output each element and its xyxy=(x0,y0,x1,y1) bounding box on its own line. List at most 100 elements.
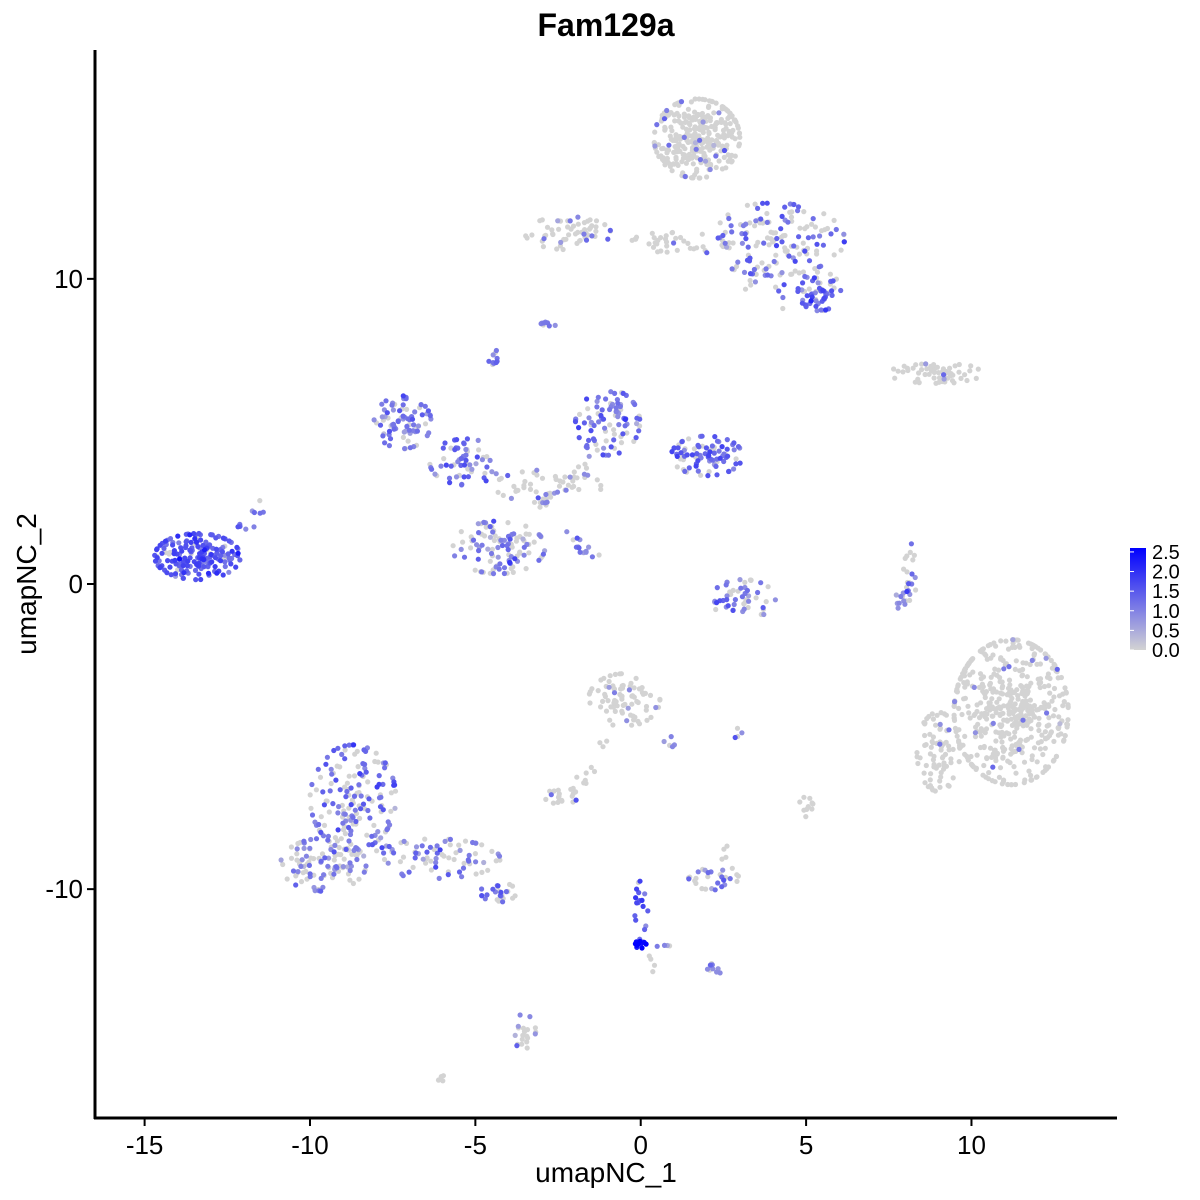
data-point xyxy=(717,970,723,976)
data-point xyxy=(313,836,320,842)
data-point xyxy=(799,300,806,306)
data-point xyxy=(970,656,976,662)
data-point xyxy=(1037,746,1043,752)
data-point xyxy=(381,850,387,856)
data-point xyxy=(496,853,503,859)
data-point xyxy=(703,445,710,451)
data-point xyxy=(693,463,699,469)
data-point xyxy=(993,758,999,764)
data-point xyxy=(1008,702,1014,708)
data-point xyxy=(251,509,257,516)
data-point xyxy=(1023,703,1029,709)
data-point xyxy=(1039,732,1045,738)
data-point xyxy=(1063,689,1069,695)
data-point xyxy=(573,797,579,803)
data-point xyxy=(157,542,163,548)
data-point xyxy=(802,248,808,254)
data-point xyxy=(198,576,204,583)
data-point xyxy=(998,638,1004,644)
data-point xyxy=(468,545,474,551)
data-point xyxy=(461,462,468,468)
x-tick-label: 0 xyxy=(633,1130,647,1160)
data-point xyxy=(469,466,475,472)
data-point xyxy=(941,376,947,382)
data-point xyxy=(195,543,201,550)
data-point xyxy=(1027,697,1033,703)
data-point xyxy=(440,445,446,451)
data-point xyxy=(375,759,381,765)
data-point xyxy=(586,544,592,550)
data-point xyxy=(479,457,485,463)
data-point xyxy=(946,727,952,733)
data-point xyxy=(683,160,690,166)
data-point xyxy=(1017,668,1023,674)
data-point xyxy=(601,675,607,681)
data-point xyxy=(342,756,348,762)
data-point xyxy=(325,863,331,869)
data-point xyxy=(288,844,294,850)
data-point xyxy=(998,690,1004,696)
data-point xyxy=(951,717,958,724)
data-point xyxy=(313,787,319,793)
data-point xyxy=(410,428,416,434)
data-point xyxy=(369,842,375,848)
data-point xyxy=(303,853,309,859)
data-point xyxy=(322,855,328,861)
data-point xyxy=(325,837,331,843)
data-point xyxy=(691,446,698,452)
data-point xyxy=(796,234,802,240)
data-point xyxy=(1047,675,1053,682)
data-point xyxy=(974,708,980,715)
data-point xyxy=(745,244,751,250)
data-point xyxy=(934,712,940,718)
data-point xyxy=(1034,759,1040,765)
data-point xyxy=(943,739,949,745)
data-point xyxy=(412,409,418,415)
data-point xyxy=(513,488,519,494)
data-point xyxy=(352,751,358,757)
data-point xyxy=(616,450,622,456)
points-layer xyxy=(152,96,1071,1084)
colorbar-tick-label: 1.0 xyxy=(1152,601,1180,623)
data-point xyxy=(669,128,675,134)
data-point xyxy=(1011,734,1018,740)
data-point xyxy=(460,865,467,871)
data-point xyxy=(635,718,641,725)
data-point xyxy=(212,555,219,561)
data-point xyxy=(458,546,464,553)
data-point xyxy=(364,832,370,838)
data-point xyxy=(554,246,560,252)
data-point xyxy=(628,712,634,718)
data-point xyxy=(712,887,718,893)
data-point xyxy=(338,836,344,842)
data-point xyxy=(697,137,703,143)
data-point xyxy=(377,422,384,428)
data-point xyxy=(180,563,186,569)
data-point xyxy=(980,772,986,778)
data-point xyxy=(979,647,985,653)
data-point xyxy=(537,504,543,510)
data-point xyxy=(721,147,728,154)
data-point xyxy=(343,794,349,800)
data-point xyxy=(320,884,326,890)
data-point xyxy=(773,243,780,249)
data-point xyxy=(555,787,561,793)
data-point xyxy=(457,847,463,854)
data-point xyxy=(511,483,517,489)
data-point xyxy=(1014,687,1020,693)
data-point xyxy=(782,204,788,210)
data-point xyxy=(387,436,394,442)
data-point xyxy=(765,272,771,278)
data-point xyxy=(308,805,314,811)
data-point xyxy=(660,145,666,151)
data-point xyxy=(373,750,379,756)
data-point xyxy=(1019,673,1025,679)
data-point xyxy=(348,785,354,791)
data-point xyxy=(475,556,481,562)
data-point xyxy=(456,842,462,848)
data-point xyxy=(529,232,535,238)
data-point xyxy=(915,760,921,767)
data-point xyxy=(308,836,314,843)
data-point xyxy=(997,765,1004,771)
data-point xyxy=(484,464,490,470)
